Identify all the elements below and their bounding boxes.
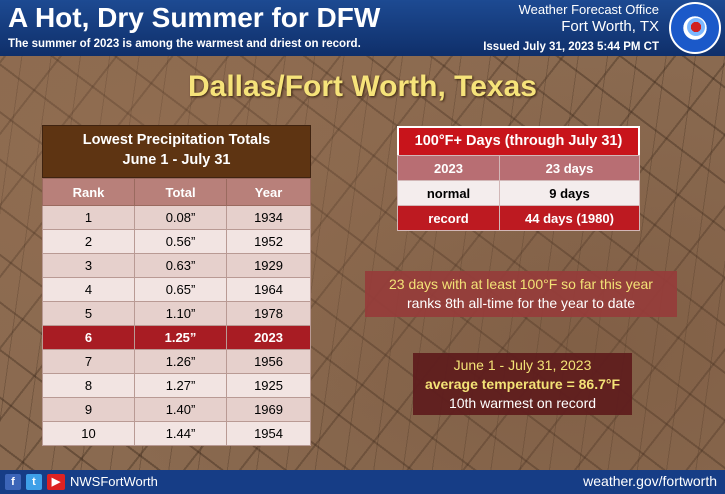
precip-cell-rank: 10	[42, 421, 135, 446]
precip-cell-rank: 1	[42, 205, 135, 230]
precip-cell-total: 1.25”	[133, 325, 228, 350]
note-line1: 23 days with at least 100°F so far this …	[389, 276, 653, 292]
temp-rank: 10th warmest on record	[448, 395, 597, 411]
precip-cell-year: 1978	[226, 301, 311, 326]
table-row: 5 1.10” 1978	[42, 301, 311, 326]
hot-label-record: record	[397, 205, 500, 231]
table-row: 7 1.26” 1956	[42, 349, 311, 374]
precip-title-line1: Lowest Precipitation Totals	[82, 132, 271, 148]
hot-days-rank-note: 23 days with at least 100°F so far this …	[365, 271, 677, 317]
issued-timestamp: Issued July 31, 2023 5:44 PM CT	[483, 41, 659, 53]
precip-cell-total: 0.08”	[133, 205, 228, 230]
table-row: normal 9 days	[397, 180, 640, 206]
precip-cell-year: 1964	[226, 277, 311, 302]
precip-cell-year: 1952	[226, 229, 311, 254]
precip-cell-year: 1934	[226, 205, 311, 230]
precip-cell-year: 1956	[226, 349, 311, 374]
facebook-icon[interactable]: f	[5, 474, 21, 490]
table-row: record 44 days (1980)	[397, 205, 640, 231]
table-row: 2 0.56” 1952	[42, 229, 311, 254]
table-row: 2023 23 days	[397, 155, 640, 181]
table-row: 9 1.40” 1969	[42, 397, 311, 422]
twitter-icon[interactable]: t	[26, 474, 42, 490]
precip-cell-year: 2023	[226, 325, 311, 350]
hot-label-normal: normal	[397, 180, 500, 206]
column-header-total: Total	[133, 178, 228, 206]
hot-days-table: 100°F+ Days (through July 31) 2023 23 da…	[397, 126, 640, 231]
precip-cell-year: 1929	[226, 253, 311, 278]
column-header-year: Year	[226, 178, 311, 206]
temp-period: June 1 - July 31, 2023	[453, 357, 592, 373]
precip-cell-year: 1969	[226, 397, 311, 422]
precip-title-line2: June 1 - July 31	[122, 152, 231, 168]
avg-temp-note: June 1 - July 31, 2023 average temperatu…	[413, 353, 632, 415]
table-row: 3 0.63” 1929	[42, 253, 311, 278]
note-line2: ranks 8th all-time for the year to date	[407, 295, 635, 311]
precip-cell-rank: 2	[42, 229, 135, 254]
hot-days-title: 100°F+ Days (through July 31)	[397, 126, 640, 155]
social-handle[interactable]: NWSFortWorth	[70, 474, 158, 489]
precip-cell-total: 1.40”	[133, 397, 228, 422]
website-link[interactable]: weather.gov/fortworth	[583, 473, 717, 489]
temp-average: average temperature = 86.7°F	[424, 376, 621, 392]
precip-table: Lowest Precipitation Totals June 1 - Jul…	[42, 125, 311, 446]
precip-cell-year: 1925	[226, 373, 311, 398]
table-row: 1 0.08” 1934	[42, 205, 311, 230]
precip-table-title: Lowest Precipitation Totals June 1 - Jul…	[42, 125, 311, 178]
page-subtitle: The summer of 2023 is among the warmest …	[8, 38, 361, 50]
precip-cell-total: 1.27”	[133, 373, 228, 398]
precip-cell-rank: 5	[42, 301, 135, 326]
table-row: 10 1.44” 1954	[42, 421, 311, 446]
precip-cell-total: 1.10”	[133, 301, 228, 326]
hot-value-2023: 23 days	[499, 155, 640, 181]
precip-cell-rank: 8	[42, 373, 135, 398]
office-name: Weather Forecast Office	[518, 2, 659, 17]
precip-cell-total: 0.56”	[133, 229, 228, 254]
office-city: Fort Worth, TX	[561, 18, 659, 35]
precip-cell-rank: 6	[42, 325, 135, 350]
table-row: 4 0.65” 1964	[42, 277, 311, 302]
precip-cell-total: 1.26”	[133, 349, 228, 374]
office-info: Weather Forecast Office Fort Worth, TX I…	[483, 2, 659, 53]
hot-value-record: 44 days (1980)	[499, 205, 640, 231]
header-banner: A Hot, Dry Summer for DFW The summer of …	[0, 0, 725, 56]
precip-cell-total: 1.44”	[133, 421, 228, 446]
table-row: 6 1.25” 2023	[42, 325, 311, 350]
precip-cell-total: 0.65”	[133, 277, 228, 302]
precip-cell-rank: 9	[42, 397, 135, 422]
hot-value-normal: 9 days	[499, 180, 640, 206]
precip-header-row: Rank Total Year	[42, 178, 311, 206]
location-title: Dallas/Fort Worth, Texas	[188, 70, 537, 103]
precip-cell-rank: 7	[42, 349, 135, 374]
hot-label-2023: 2023	[397, 155, 500, 181]
nws-logo-icon	[669, 2, 721, 54]
table-row: 8 1.27” 1925	[42, 373, 311, 398]
youtube-icon[interactable]: ▶	[47, 474, 65, 490]
page-title: A Hot, Dry Summer for DFW	[8, 2, 381, 33]
footer-bar: f t ▶ NWSFortWorth weather.gov/fortworth	[0, 470, 725, 494]
column-header-rank: Rank	[42, 178, 135, 206]
precip-cell-rank: 3	[42, 253, 135, 278]
logo-emblem	[687, 18, 705, 36]
precip-cell-year: 1954	[226, 421, 311, 446]
precip-cell-total: 0.63”	[133, 253, 228, 278]
precip-cell-rank: 4	[42, 277, 135, 302]
